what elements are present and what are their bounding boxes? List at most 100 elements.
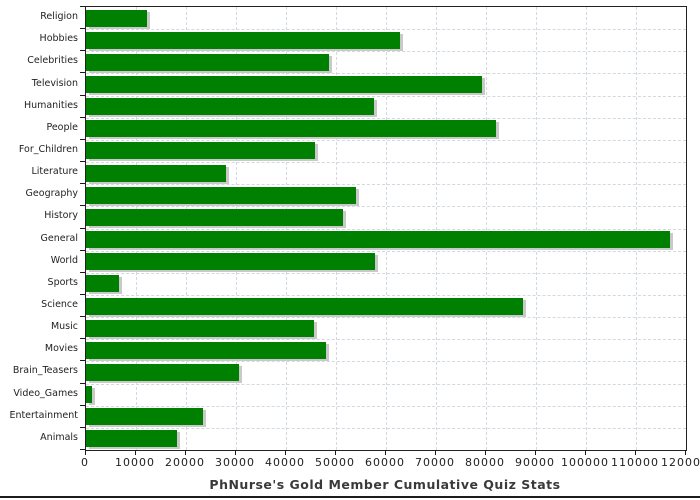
x-axis-label-60000: 60000 (365, 456, 405, 469)
y-axis-tick (80, 293, 85, 295)
y-axis-tick (80, 449, 85, 450)
x-axis-label-100000: 100000 (561, 456, 609, 469)
x-axis-tick (585, 450, 586, 455)
y-axis-tick (80, 271, 85, 273)
bar-general (86, 231, 670, 249)
bar-video_games (86, 386, 92, 404)
bar-animals (86, 430, 177, 448)
grid-line-horizontal (86, 317, 686, 319)
x-axis-label-0: 0 (81, 456, 89, 469)
y-axis-label-general: General (40, 232, 78, 244)
bar-science (86, 297, 523, 315)
y-axis-label-video_games: Video_Games (13, 387, 78, 399)
bar-geography (86, 186, 356, 204)
bar-religion (86, 9, 147, 27)
chart-title: PhNurse's Gold Member Cumulative Quiz St… (209, 477, 561, 492)
bar-entertainment (86, 408, 203, 426)
x-axis-tick (335, 450, 336, 455)
grid-line-horizontal (86, 339, 686, 341)
y-axis-tick (80, 72, 85, 74)
y-axis-tick (80, 161, 85, 163)
x-axis-tick (85, 450, 86, 455)
y-axis-label-celebrities: Celebrities (27, 55, 78, 67)
y-axis-label-entertainment: Entertainment (9, 409, 78, 421)
grid-line-horizontal (86, 405, 686, 407)
y-axis-label-religion: Religion (40, 11, 78, 23)
bar-humanities (86, 98, 374, 116)
grid-line-horizontal (86, 427, 686, 429)
y-axis-label-movies: Movies (44, 343, 78, 355)
grid-line-horizontal (86, 184, 686, 186)
grid-line-horizontal (86, 383, 686, 385)
y-axis-tick (80, 360, 85, 362)
y-axis-tick (80, 404, 85, 406)
x-axis-label-120000: 120000 (661, 456, 700, 469)
y-axis-tick (80, 6, 85, 7)
bar-movies (86, 341, 326, 359)
y-axis-tick (80, 28, 85, 30)
y-axis-tick (80, 50, 85, 52)
x-axis-tick (385, 450, 386, 455)
grid-line-horizontal (86, 361, 686, 363)
bar-people (86, 120, 496, 138)
bar-literature (86, 164, 226, 182)
y-axis-label-history: History (44, 210, 78, 222)
grid-line-horizontal (86, 228, 686, 230)
grid-line-horizontal (86, 250, 686, 252)
x-axis-label-110000: 110000 (611, 456, 659, 469)
x-axis-tick (685, 450, 686, 455)
bar-brain_teasers (86, 363, 239, 381)
x-axis-tick (285, 450, 286, 455)
x-axis-tick (435, 450, 436, 455)
y-axis-label-world: World (50, 254, 78, 266)
y-axis-label-literature: Literature (31, 166, 78, 178)
y-axis-tick (80, 183, 85, 185)
y-axis-label-sports: Sports (47, 276, 78, 288)
grid-line-horizontal (86, 95, 686, 97)
x-axis-label-70000: 70000 (415, 456, 455, 469)
y-axis-label-for_children: For_Children (18, 143, 78, 155)
y-axis-tick (80, 249, 85, 251)
grid-line-horizontal (86, 29, 686, 31)
grid-line-horizontal (86, 117, 686, 119)
grid-line-horizontal (86, 51, 686, 53)
grid-line-horizontal (86, 272, 686, 274)
bar-for_children (86, 142, 315, 160)
y-axis-label-television: Television (31, 77, 78, 89)
x-axis-label-40000: 40000 (265, 456, 305, 469)
y-axis-label-people: People (46, 121, 78, 133)
x-axis-label-30000: 30000 (215, 456, 255, 469)
plot-area (85, 6, 687, 451)
bar-television (86, 76, 482, 94)
bar-celebrities (86, 53, 329, 71)
y-axis-tick (80, 316, 85, 318)
x-axis-label-80000: 80000 (465, 456, 505, 469)
grid-line-horizontal (86, 73, 686, 75)
x-axis-tick (485, 450, 486, 455)
y-axis-tick (80, 138, 85, 140)
grid-line-horizontal (86, 162, 686, 164)
x-axis-label-20000: 20000 (165, 456, 205, 469)
y-axis-label-hobbies: Hobbies (39, 33, 78, 45)
x-axis-tick (535, 450, 536, 455)
y-axis-label-geography: Geography (25, 188, 78, 200)
bar-history (86, 208, 343, 226)
x-axis-tick (235, 450, 236, 455)
bar-hobbies (86, 31, 400, 49)
x-axis-tick (135, 450, 136, 455)
x-axis-label-50000: 50000 (315, 456, 355, 469)
y-axis-tick (80, 205, 85, 207)
y-axis-tick (80, 382, 85, 384)
grid-line-horizontal (86, 206, 686, 208)
y-axis-tick (80, 338, 85, 340)
x-axis-label-90000: 90000 (515, 456, 555, 469)
y-axis-tick (80, 426, 85, 428)
bar-sports (86, 275, 119, 293)
y-axis-tick (80, 227, 85, 229)
y-axis-label-science: Science (41, 299, 78, 311)
x-axis-tick (635, 450, 636, 455)
bar-music (86, 319, 314, 337)
y-axis-label-brain_teasers: Brain_Teasers (12, 365, 78, 377)
y-axis-tick (80, 116, 85, 118)
